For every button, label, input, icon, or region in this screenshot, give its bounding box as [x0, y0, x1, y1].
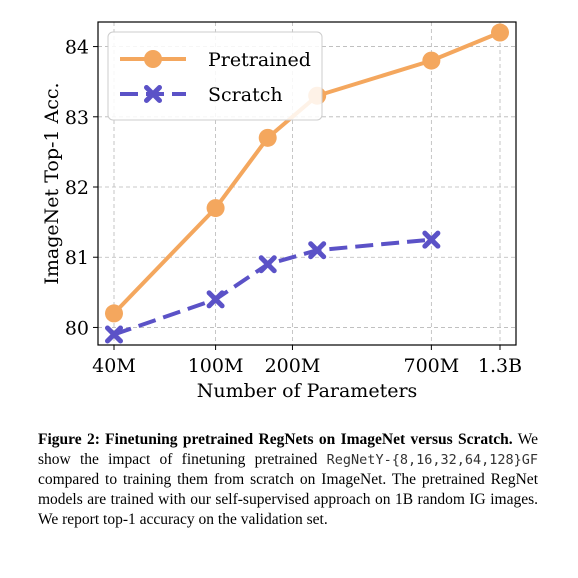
legend-box	[107, 31, 323, 121]
legend-item-scratch: Scratch	[120, 84, 283, 106]
caption-code: RegNetY-{8,16,32,64,128}GF	[326, 452, 538, 468]
data-point	[206, 290, 225, 309]
y-tick-label: 84	[65, 37, 89, 59]
data-point	[308, 241, 327, 260]
axis-ticks: 40M 100M 200M 700M 1.3B 80 81 82 83 84	[65, 37, 522, 377]
x-tick-label: 100M	[188, 355, 244, 377]
data-point	[105, 304, 123, 323]
data-point	[206, 199, 225, 218]
figure-caption: Figure 2: Finetuning pretrained RegNets …	[38, 430, 538, 530]
legend-marker	[144, 85, 162, 103]
data-point	[491, 23, 509, 42]
x-tick-label: 700M	[403, 355, 459, 377]
legend-label: Pretrained	[208, 49, 311, 71]
legend-item-pretrained: Pretrained	[120, 49, 311, 71]
legend-marker	[144, 50, 162, 68]
caption-title: Figure 2: Finetuning pretrained RegNets …	[38, 431, 513, 448]
data-point	[422, 51, 441, 70]
data-point	[105, 325, 123, 344]
y-axis-label: ImageNet Top-1 Acc.	[41, 82, 63, 284]
series-line	[113, 237, 432, 337]
series-layer	[105, 23, 509, 344]
legend: Pretrained Scratch	[107, 31, 323, 121]
line-chart: 40M 100M 200M 700M 1.3B 80 81 82 83 84 Number of …	[41, 21, 522, 402]
x-axis-label: Number of Parameters	[197, 380, 418, 402]
y-tick-label: 81	[65, 247, 89, 269]
y-tick-label: 83	[65, 107, 89, 129]
caption-text-1: We show the impact of finetuning pretrai…	[38, 431, 538, 468]
y-tick-label: 80	[65, 317, 89, 339]
caption-text-2: compared to training them from scratch o…	[38, 471, 538, 528]
data-point	[258, 128, 277, 147]
data-point	[258, 255, 277, 274]
grid	[98, 22, 516, 345]
x-tick-label: 40M	[92, 355, 136, 377]
series-scratch	[105, 230, 441, 344]
plot-frame	[97, 21, 517, 346]
x-tick-label: 200M	[265, 355, 321, 377]
data-point	[422, 230, 441, 249]
y-tick-label: 82	[65, 177, 89, 199]
x-tick-label: 1.3B	[478, 355, 522, 377]
legend-label: Scratch	[208, 84, 283, 106]
